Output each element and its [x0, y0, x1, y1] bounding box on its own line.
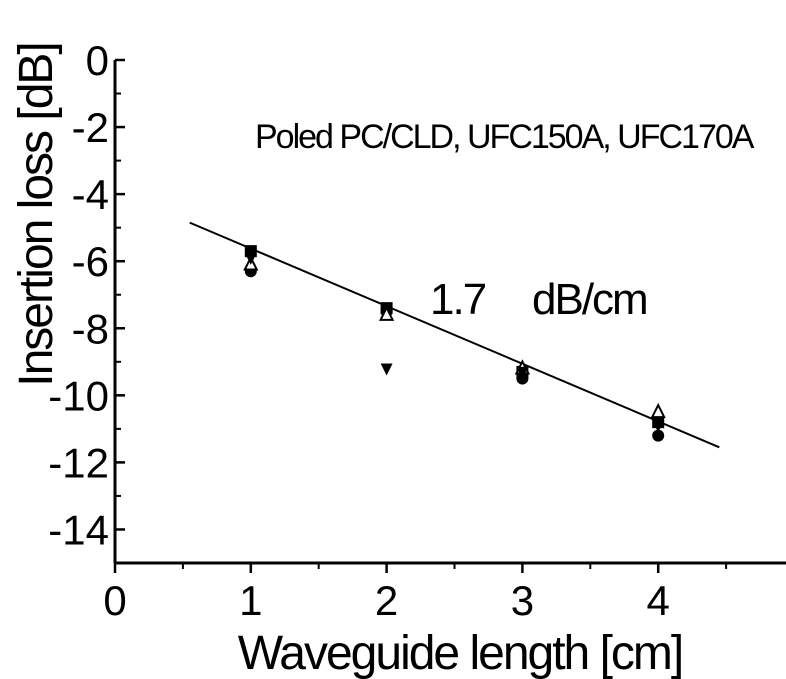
x-tick-label: 0: [103, 577, 126, 624]
y-tick-label: -2: [72, 104, 109, 151]
x-tick-label: 4: [647, 577, 670, 624]
triangle-down-point: [244, 252, 257, 265]
y-tick-label: -6: [72, 238, 109, 285]
x-tick-label: 1: [239, 577, 262, 624]
y-tick-label: -14: [48, 506, 109, 553]
x-tick-label: 2: [375, 577, 398, 624]
axes: 0 -2 -4 -6 -8 -10 -12 -14 0 1 2 3 4: [48, 37, 786, 624]
square-point: [244, 245, 257, 258]
triangle-down-point: [516, 366, 529, 379]
x-tick-label: 3: [511, 577, 534, 624]
y-tick-label: 0: [86, 37, 109, 84]
y-tick-label: -4: [72, 171, 109, 218]
slope-value: 1.7: [430, 275, 486, 324]
sample-annotation: Poled PC/CLD, UFC150A, UFC170A: [255, 118, 755, 156]
circle-point: [652, 429, 665, 442]
triangle-up-point: [378, 305, 395, 321]
y-tick-label: -8: [72, 305, 109, 352]
y-axis-title: Insertion loss [dB]: [10, 43, 63, 387]
fit-line-group: [189, 221, 720, 449]
slope-unit: dB/cm: [532, 275, 647, 324]
triangle-down-point: [380, 363, 393, 376]
x-axis-title: Waveguide length [cm]: [238, 627, 682, 679]
y-tick-label: -10: [48, 372, 109, 419]
triangle-down-point: [652, 420, 665, 433]
data-points: [243, 245, 666, 442]
fit-line: [189, 221, 720, 449]
y-tick-label: -12: [48, 439, 109, 486]
triangle-up-point: [650, 402, 666, 419]
